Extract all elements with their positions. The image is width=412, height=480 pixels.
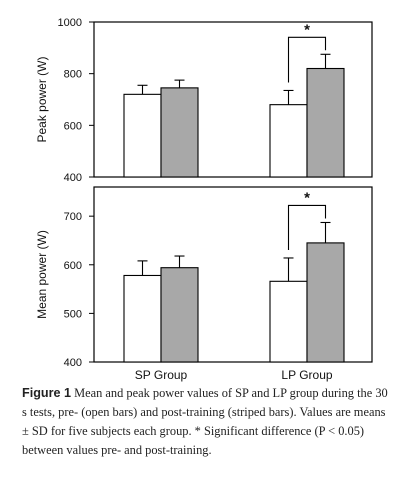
bar-pre: [269, 104, 308, 178]
x-category-label: SP Group: [135, 368, 188, 382]
y-tick-label: 600: [64, 260, 82, 272]
bar-post: [306, 67, 345, 178]
significance-bracket: [287, 204, 327, 250]
y-tick-label: 600: [64, 120, 82, 132]
significance-bracket: [287, 36, 327, 83]
caption-text: Mean and peak power values of SP and LP …: [22, 386, 388, 457]
significance-star: *: [304, 189, 310, 206]
bar-pre: [123, 93, 162, 178]
y-tick-label: 500: [64, 308, 82, 320]
y-tick-label: 800: [64, 69, 82, 81]
y-tick-label: 700: [64, 211, 82, 223]
y-tick-label: 400: [64, 357, 82, 369]
bar-pre: [123, 274, 162, 363]
bar-post: [160, 267, 199, 363]
y-tick-label: 1000: [58, 17, 82, 29]
bar-post: [306, 242, 345, 363]
y-axis-label: Mean power (W): [35, 230, 49, 319]
plot-frame: [93, 186, 373, 363]
x-category-label: LP Group: [281, 368, 332, 382]
mean-power-panel: 400 500 600 700 Mean power (W) * SP Group LP Gr…: [35, 186, 373, 382]
peak-power-panel: 400 600 800 1000 Peak power (W) *: [35, 17, 373, 184]
y-axis-label: Peak power (W): [35, 56, 49, 142]
plot-frame: [93, 21, 373, 178]
caption-label: Figure 1: [22, 386, 71, 400]
figure-canvas: 400 600 800 1000 Peak power (W) * 400 500 600 70…: [35, 17, 373, 382]
bar-post: [160, 87, 199, 178]
bar-pre: [269, 280, 308, 363]
significance-star: *: [304, 21, 310, 38]
y-tick-label: 400: [64, 172, 82, 184]
figure-caption: Figure 1 Mean and peak power values of S…: [22, 384, 394, 460]
